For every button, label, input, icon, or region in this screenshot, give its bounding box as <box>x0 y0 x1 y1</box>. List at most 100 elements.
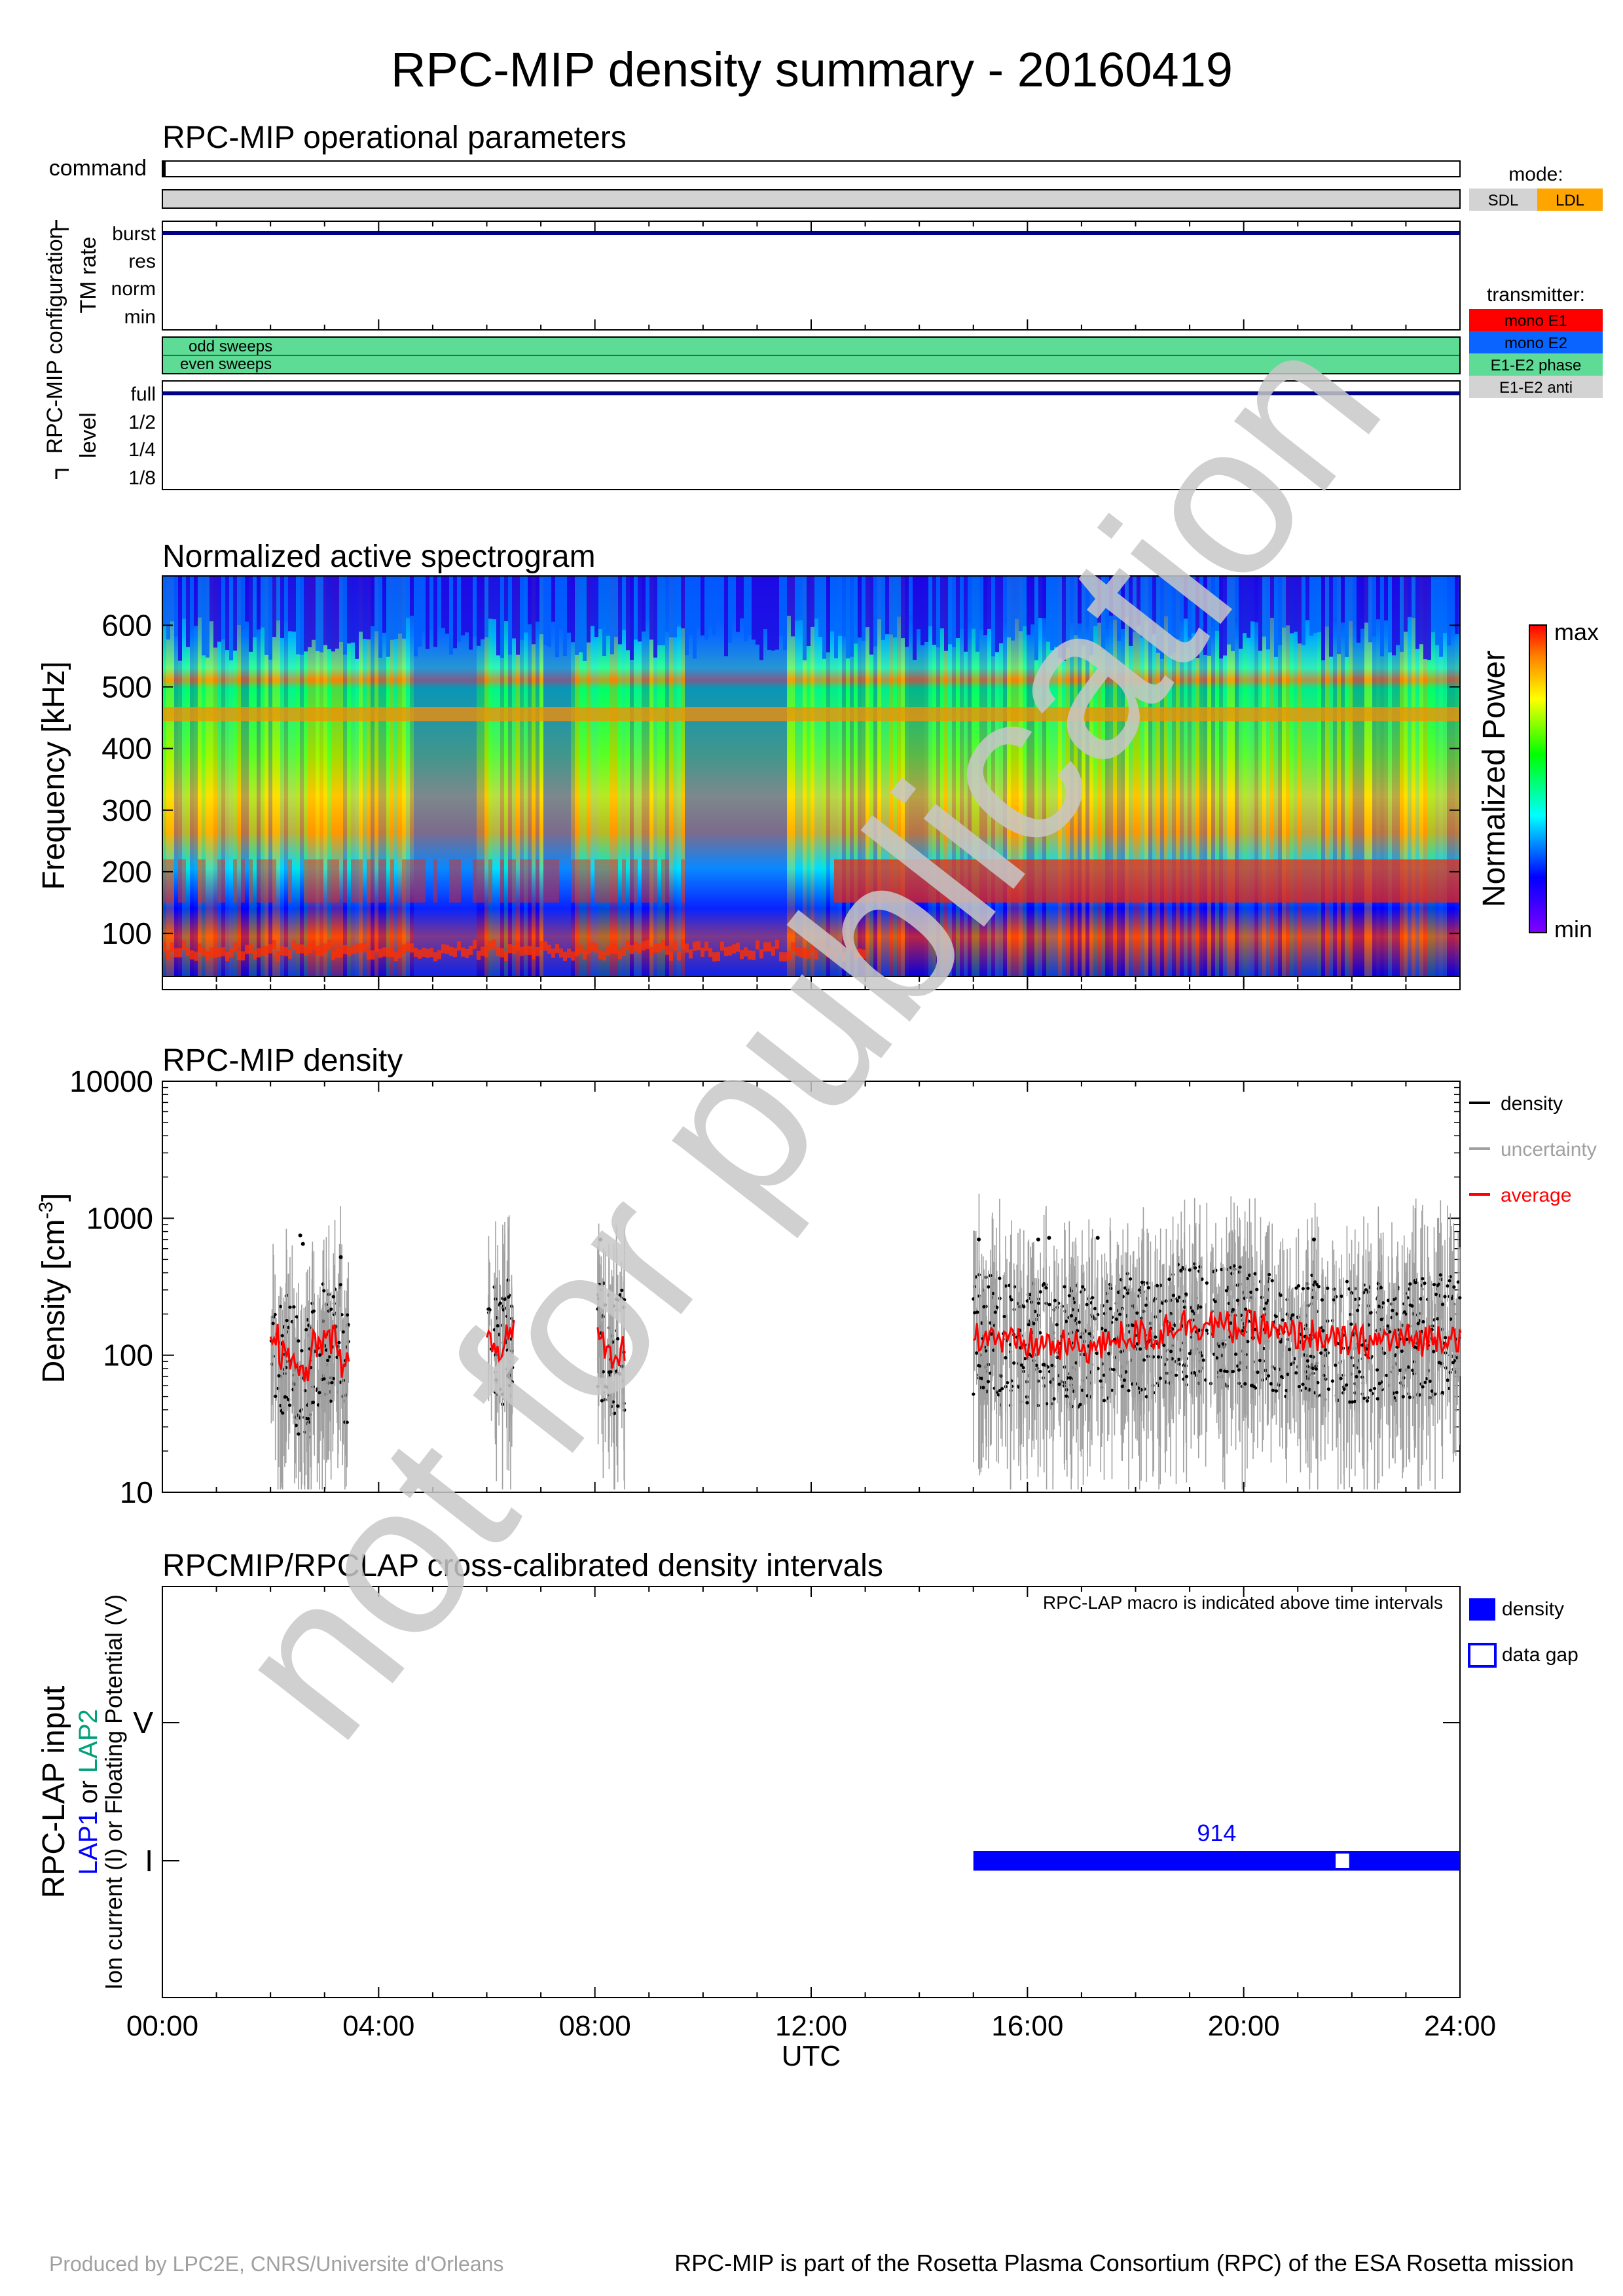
spectrogram-stripe <box>905 576 909 977</box>
spectrogram-top-cell <box>618 576 622 645</box>
spectrogram-band-cell <box>316 859 319 903</box>
spectrogram-top-cell <box>661 576 665 645</box>
density-point <box>607 1293 611 1297</box>
transmitter-mono-e1-label: mono E1 <box>1504 312 1567 330</box>
spectrogram-band-cell <box>1066 859 1070 903</box>
spectrogram-fringe-cell <box>272 940 276 950</box>
spectrogram-stripe <box>351 576 355 977</box>
panel4-title: RPCMIP/RPCLAP cross-calibrated density i… <box>162 1549 883 1583</box>
spectrogram-fringe-cell <box>382 947 386 957</box>
spectrogram-stripe <box>983 576 987 977</box>
spectrogram-fringe-cell <box>818 939 822 949</box>
spectrogram-top-cell <box>429 576 433 630</box>
spectrogram-band-cell <box>367 859 371 903</box>
spectrogram-top-cell <box>759 576 763 660</box>
spectrogram-stripe <box>1231 576 1235 977</box>
spectrogram-stripe <box>1223 576 1227 977</box>
spectrogram-top-cell <box>1121 576 1125 629</box>
spectrogram-top-cell <box>830 576 834 632</box>
spectrogram-top-cell <box>1211 576 1215 623</box>
level-tick-eighth: 1/8 <box>128 467 156 489</box>
spectrogram-top-cell <box>1404 576 1408 632</box>
y-tick-label: 100 <box>101 916 152 950</box>
spectrogram-stripe <box>512 576 516 977</box>
spectrogram-band-cell <box>1195 859 1199 903</box>
spectrogram-top-cell <box>983 576 987 636</box>
spectrogram-top-cell <box>1427 576 1431 660</box>
spectrogram-fringe-cell <box>681 939 685 949</box>
spectrogram-stripe <box>708 576 712 977</box>
spectrogram-top-cell <box>1105 576 1109 629</box>
spectrogram-stripe <box>1305 576 1309 977</box>
spectrogram-top-cell <box>1172 576 1176 653</box>
density-point <box>1324 1348 1328 1352</box>
spectrogram-top-cell <box>1235 576 1239 618</box>
spectrogram-top-cell <box>1329 576 1333 657</box>
spectrogram-top-cell <box>748 576 752 636</box>
transmitter-mono-e1-swatch <box>1469 309 1603 331</box>
spectrogram-fringe-cell <box>363 942 367 952</box>
colorbar-max-label: max <box>1554 619 1599 645</box>
spectrogram-fringe-cell <box>312 941 316 950</box>
spectrogram-stripe <box>264 576 268 977</box>
spectrogram-fringe-cell <box>606 946 610 956</box>
spectrogram-top-cell <box>693 576 697 659</box>
spectrogram-stripe <box>1184 576 1188 977</box>
spectrogram-stripe <box>210 576 213 977</box>
spectrogram-band-cell <box>1274 859 1278 903</box>
spectrogram-stripe <box>280 576 284 977</box>
spectrogram-fringe-cell <box>732 944 736 954</box>
spectrogram-stripe <box>866 576 869 977</box>
spectrogram-top-cell <box>964 576 968 652</box>
spectrogram-stripe <box>563 576 567 977</box>
spectrogram-fringe-cell <box>767 942 771 952</box>
spectrogram-stripe <box>528 576 532 977</box>
density-point <box>1349 1322 1353 1326</box>
density-point <box>1068 1376 1072 1380</box>
spectrogram-band-cell <box>1137 859 1140 903</box>
spectrogram-top-cell <box>775 576 779 650</box>
spectrogram-top-cell <box>1082 576 1085 646</box>
configuration-bracket <box>55 220 69 479</box>
density-point <box>1050 1363 1054 1367</box>
spectrogram-top-cell <box>1015 576 1019 619</box>
spectrogram-band-cell <box>1321 859 1325 903</box>
spectrogram-fringe-cell <box>292 941 296 950</box>
density-point <box>338 1255 343 1259</box>
spectrogram-top-cell <box>1298 576 1302 644</box>
density-point <box>1421 1277 1425 1281</box>
spectrogram-fringe-cell <box>649 946 653 956</box>
density-point <box>330 1380 334 1385</box>
spectrogram-fringe-cell <box>551 948 555 958</box>
spectrogram-fringe-cell <box>426 948 429 958</box>
spectrogram-fringe-cell <box>229 948 233 958</box>
spectrogram-top-cell <box>893 576 897 637</box>
density-point <box>331 1295 335 1299</box>
spectrogram-top-cell <box>614 576 618 637</box>
spectrogram-top-cell <box>1011 576 1015 641</box>
y-tick-label: 200 <box>101 855 152 889</box>
density-point <box>1038 1369 1042 1374</box>
spectrogram-band-cell <box>1050 859 1054 903</box>
spectrogram-stripe <box>610 576 614 977</box>
spectrogram-fringe-cell <box>390 948 394 958</box>
spectrogram-band-cell <box>1148 859 1152 903</box>
spectrogram-band-cell <box>932 859 936 903</box>
spectrogram-band-cell <box>449 859 453 903</box>
density-point <box>1102 1399 1106 1403</box>
density-point <box>1213 1300 1217 1304</box>
spectrogram-fringe-cell <box>288 949 292 959</box>
spectrogram-fringe-cell <box>323 943 327 953</box>
density-point <box>1398 1368 1402 1372</box>
spectrogram-band-cell <box>913 859 917 903</box>
spectrogram-fringe-cell <box>394 952 398 961</box>
spectrogram-stripe <box>799 576 803 977</box>
density-point <box>1258 1359 1262 1363</box>
density-point <box>1118 1350 1123 1354</box>
spectrogram-top-cell <box>862 576 866 641</box>
panel2-title: Normalized active spectrogram <box>162 539 596 574</box>
spectrogram-top-cell <box>567 576 571 633</box>
spectrogram-stripe <box>881 576 885 977</box>
spectrogram-stripe <box>233 576 237 977</box>
spectrogram-band-cell <box>1333 859 1337 903</box>
